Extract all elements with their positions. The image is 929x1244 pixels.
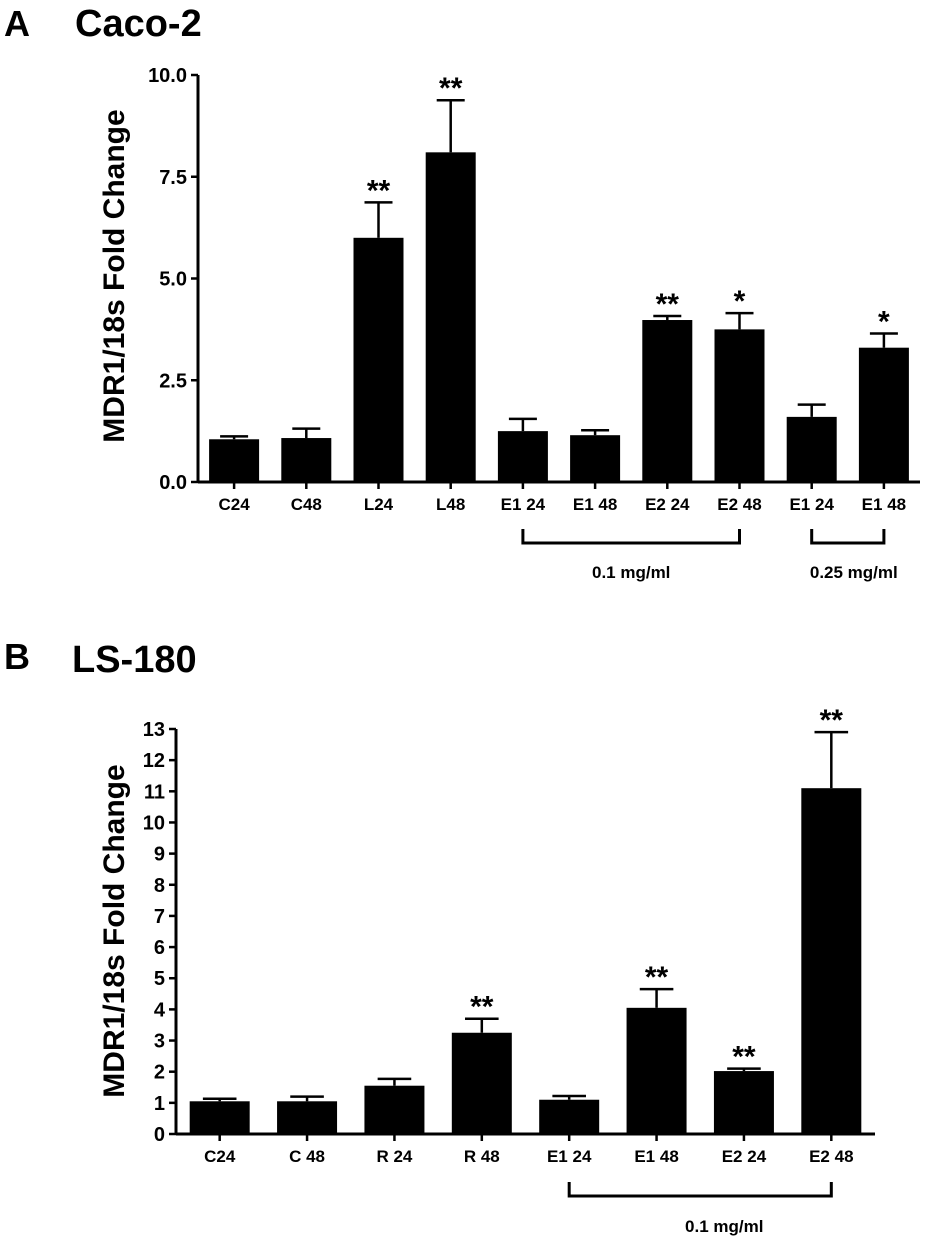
panel-a-bracket xyxy=(521,529,741,545)
panel-a-x-tick-label: C48 xyxy=(291,495,322,514)
panel-a-y-tick-label: 5.0 xyxy=(159,269,187,291)
panel-b-bracket-label: 0.1 mg/ml xyxy=(685,1217,763,1236)
panel-a-y-axis-label: MDR1/18s Fold Change xyxy=(98,109,131,442)
panel-a-significance-label: ** xyxy=(439,72,463,105)
panel-a-bar xyxy=(425,152,476,482)
panel-a-bracket-label: 0.25 mg/ml xyxy=(810,563,898,582)
panel-b-significance-label: ** xyxy=(820,704,844,737)
panel-b-y-tick-label: 2 xyxy=(154,1062,165,1084)
panel-b-bars xyxy=(189,730,862,1134)
panel-b-y-tick-label: 9 xyxy=(154,844,165,866)
panel-b-significance-label: ** xyxy=(732,1041,756,1074)
panel-b-bar xyxy=(713,1071,774,1134)
panel-a-x-tick-label: E1 48 xyxy=(862,495,906,514)
panel-a-x-tick-label: E1 24 xyxy=(501,495,546,514)
panel-a-x-tick-label: L24 xyxy=(364,495,394,514)
panel-a-significance-label: ** xyxy=(367,174,391,207)
panel-a-y-tick-label: 7.5 xyxy=(159,167,187,189)
panel-a-bar xyxy=(353,237,404,482)
panel-b-x-tick-label: E1 48 xyxy=(634,1147,678,1166)
panel-b-y-tick-label: 3 xyxy=(154,1031,165,1053)
panel-b-x-tick-label: E1 24 xyxy=(547,1147,592,1166)
panel-a-y-tick-label: 2.5 xyxy=(159,370,187,392)
panel-a-bar xyxy=(497,431,548,482)
panel-b-x-tick-label: R 48 xyxy=(464,1147,500,1166)
panel-a-caco2-chart: A Caco-2 MDR1/18s Fold Change 0.0 2.5 5.0 7… xyxy=(4,3,920,582)
panel-a-bar xyxy=(209,439,260,482)
panel-a-bar xyxy=(786,416,837,482)
panel-a-bars xyxy=(209,98,909,482)
panel-a-significance-label: * xyxy=(734,285,746,318)
panel-a-y-tick-label: 10.0 xyxy=(148,65,187,87)
panel-b-y-tick-label: 10 xyxy=(143,812,165,834)
panel-a-x-tick-label: E2 48 xyxy=(717,495,761,514)
panel-b-y-tick-label: 7 xyxy=(154,906,165,928)
panel-b-bar xyxy=(451,1032,512,1134)
panel-a-bar xyxy=(858,347,909,482)
panel-b-title: LS-180 xyxy=(72,639,197,681)
panel-a-x-tick-label: E1 48 xyxy=(573,495,617,514)
panel-a-bar xyxy=(570,435,621,482)
panel-b-y-tick-label: 1 xyxy=(154,1093,165,1115)
panel-b-x-tick-label: E2 24 xyxy=(722,1147,767,1166)
panel-a-bar xyxy=(714,329,765,482)
panel-b-significance-label: ** xyxy=(645,961,669,994)
panel-b-y-tick-label: 5 xyxy=(154,968,165,990)
panel-a-significance-label: ** xyxy=(656,288,680,321)
panel-b-bar xyxy=(364,1085,425,1134)
panel-b-ls180-chart: B LS-180 MDR1/18s Fold Change 0123456789… xyxy=(4,636,875,1236)
panel-a-title: Caco-2 xyxy=(75,3,202,45)
panel-b-bracket xyxy=(567,1182,833,1198)
panel-b-y-tick-label: 12 xyxy=(143,750,165,772)
panel-a-bracket-label: 0.1 mg/ml xyxy=(592,563,670,582)
panel-b-y-tick-label: 6 xyxy=(154,937,165,959)
panel-b-x-tick-label: C 48 xyxy=(289,1147,325,1166)
panel-b-letter: B xyxy=(4,636,30,677)
panel-b-bar xyxy=(189,1101,250,1134)
panel-b-y-axis-label: MDR1/18s Fold Change xyxy=(98,764,131,1097)
panel-a-letter: A xyxy=(4,3,30,44)
panel-b-x-tick-label: E2 48 xyxy=(809,1147,853,1166)
panel-b-x-tick-label: C24 xyxy=(204,1147,236,1166)
panel-a-x-tick-label: L48 xyxy=(436,495,465,514)
panel-b-significance-label: ** xyxy=(470,991,494,1024)
panel-a-bar xyxy=(642,320,693,482)
panel-a-significance-label: * xyxy=(878,305,890,338)
panel-b-bar xyxy=(539,1099,600,1134)
panel-b-bar xyxy=(801,788,862,1134)
panel-a-x-tick-label: E1 24 xyxy=(789,495,834,514)
panel-a-bar xyxy=(281,438,332,482)
panel-a-x-tick-label: C24 xyxy=(219,495,251,514)
panel-b-x-tick-label: R 24 xyxy=(376,1147,412,1166)
panel-a-x-tick-label: E2 24 xyxy=(645,495,690,514)
panel-b-y-tick-label: 13 xyxy=(143,719,165,741)
panel-a-y-tick-label: 0.0 xyxy=(159,472,187,494)
panel-b-bar xyxy=(277,1101,338,1134)
panel-b-y-tick-label: 0 xyxy=(154,1124,165,1146)
panel-b-y-tick-label: 11 xyxy=(144,781,165,803)
panel-a-bracket xyxy=(810,529,886,545)
panel-b-bar xyxy=(626,1007,687,1134)
panel-b-y-tick-label: 4 xyxy=(154,999,166,1021)
panel-b-y-tick-label: 8 xyxy=(154,875,165,897)
